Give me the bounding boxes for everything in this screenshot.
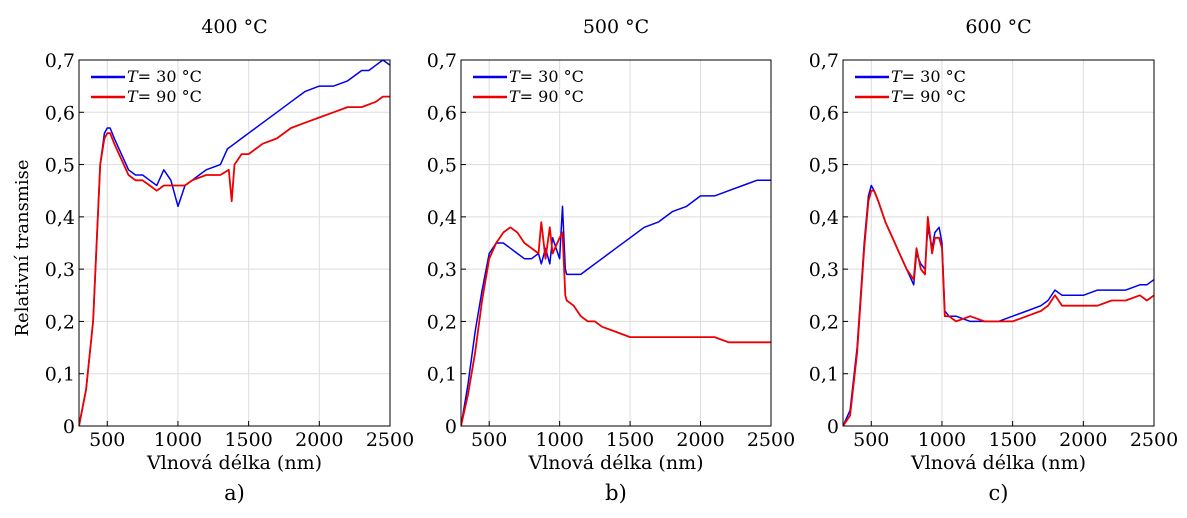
y-tick-label: 0 bbox=[827, 416, 839, 438]
legend-variable: T bbox=[891, 67, 903, 86]
x-tick-label: 500 bbox=[89, 429, 125, 451]
plot-frame bbox=[842, 59, 1155, 427]
legend-label-t30: T= 30 °C bbox=[891, 67, 966, 86]
chart-title: 600 °C bbox=[965, 16, 1031, 38]
x-axis-label: Vlnová délka (nm) bbox=[527, 452, 703, 474]
y-tick-label: 0,2 bbox=[809, 311, 839, 333]
legend-value: = 90 °C bbox=[520, 87, 584, 106]
y-tick-label: 0,6 bbox=[427, 102, 457, 124]
y-tick-label: 0,3 bbox=[809, 259, 839, 281]
y-tick-label: 0,6 bbox=[809, 102, 839, 124]
x-tick-label: 2500 bbox=[1130, 429, 1178, 451]
series-line-t30 bbox=[461, 179, 771, 426]
x-tick-label: 1000 bbox=[918, 429, 966, 451]
x-tick-label: 2000 bbox=[676, 429, 724, 451]
plot-frame bbox=[460, 59, 772, 427]
y-tick-label: 0 bbox=[63, 416, 75, 438]
legend-value: = 90 °C bbox=[138, 87, 202, 106]
x-tick-label: 500 bbox=[853, 429, 889, 451]
y-tick-label: 0,1 bbox=[809, 364, 839, 386]
chart-panel-2: T= 30 °CT= 90 °C bbox=[460, 59, 772, 427]
y-tick-label: 0,4 bbox=[427, 207, 457, 229]
plot-frame bbox=[78, 59, 391, 427]
legend-variable: T bbox=[509, 87, 521, 106]
y-tick-label: 0,5 bbox=[45, 155, 75, 177]
legend-value: = 30 °C bbox=[520, 67, 584, 86]
legend-value: = 90 °C bbox=[902, 87, 966, 106]
y-tick-label: 0,4 bbox=[809, 207, 839, 229]
legend-label-t30: T= 30 °C bbox=[509, 67, 584, 86]
x-tick-label: 1000 bbox=[154, 429, 202, 451]
chart-title: 500 °C bbox=[583, 16, 649, 38]
legend-label-t30: T= 30 °C bbox=[127, 67, 202, 86]
series-line-t30 bbox=[843, 184, 1154, 426]
x-tick-label: 2000 bbox=[1059, 429, 1107, 451]
y-tick-label: 0,6 bbox=[45, 102, 75, 124]
y-tick-label: 0,5 bbox=[427, 155, 457, 177]
x-tick-label: 1500 bbox=[988, 429, 1036, 451]
legend-variable: T bbox=[127, 87, 139, 106]
y-tick-label: 0,5 bbox=[809, 155, 839, 177]
x-tick-label: 2500 bbox=[747, 429, 795, 451]
y-axis-label: Relativní transmise bbox=[12, 159, 33, 336]
legend-variable: T bbox=[891, 87, 903, 106]
series-line-t90 bbox=[461, 221, 771, 426]
series-line-t30 bbox=[79, 60, 390, 426]
y-tick-label: 0,2 bbox=[427, 311, 457, 333]
series-line-t90 bbox=[79, 95, 390, 426]
legend-variable: T bbox=[127, 67, 139, 86]
x-axis-label: Vlnová délka (nm) bbox=[910, 452, 1086, 474]
chart-title: 400 °C bbox=[201, 16, 267, 38]
legend-value: = 30 °C bbox=[902, 67, 966, 86]
chart-panel-3: T= 30 °CT= 90 °C bbox=[842, 59, 1155, 427]
panel-label: a) bbox=[224, 481, 245, 505]
y-tick-label: 0,7 bbox=[427, 50, 457, 72]
legend-variable: T bbox=[509, 67, 521, 86]
series-line-t90 bbox=[843, 189, 1154, 426]
y-tick-label: 0,3 bbox=[45, 259, 75, 281]
y-tick-label: 0,1 bbox=[45, 364, 75, 386]
legend-label-t90: T= 90 °C bbox=[891, 87, 966, 106]
x-tick-label: 1000 bbox=[535, 429, 583, 451]
x-tick-label: 2500 bbox=[366, 429, 414, 451]
panel-label: c) bbox=[989, 481, 1009, 505]
y-tick-label: 0,3 bbox=[427, 259, 457, 281]
y-tick-label: 0,2 bbox=[45, 311, 75, 333]
legend-label-t90: T= 90 °C bbox=[127, 87, 202, 106]
chart-panel-1: T= 30 °CT= 90 °C bbox=[78, 59, 391, 427]
x-tick-label: 1500 bbox=[224, 429, 272, 451]
x-tick-label: 500 bbox=[471, 429, 507, 451]
legend-label-t90: T= 90 °C bbox=[509, 87, 584, 106]
y-tick-label: 0,7 bbox=[45, 50, 75, 72]
y-tick-label: 0,4 bbox=[45, 207, 75, 229]
y-tick-label: 0 bbox=[445, 416, 457, 438]
x-tick-label: 1500 bbox=[606, 429, 654, 451]
y-tick-label: 0,1 bbox=[427, 364, 457, 386]
x-axis-label: Vlnová délka (nm) bbox=[146, 452, 322, 474]
y-tick-label: 0,7 bbox=[809, 50, 839, 72]
legend-value: = 30 °C bbox=[138, 67, 202, 86]
x-tick-label: 2000 bbox=[295, 429, 343, 451]
panel-label: b) bbox=[605, 481, 627, 505]
